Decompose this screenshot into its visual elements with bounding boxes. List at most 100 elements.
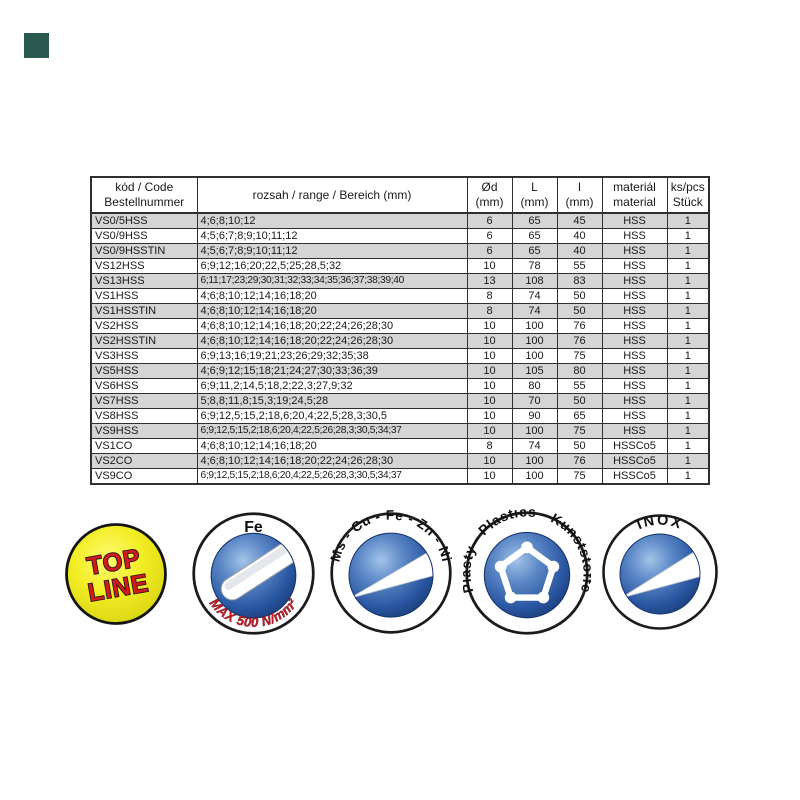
cell-length-L: 100	[511, 333, 558, 349]
cell-length-l: 83	[556, 273, 603, 289]
cell-pcs: 1	[666, 258, 710, 274]
cell-code: VS5HSS	[90, 363, 198, 379]
cell-range: 6;9;12;16;20;22,5;25;28,5;32	[196, 258, 468, 274]
cell-range: 6;9;11,2;14,5;18,2;22,3;27,9;32	[196, 378, 468, 394]
cell-pcs: 1	[666, 333, 710, 349]
col-header-diameter: Ød (mm)	[466, 176, 513, 214]
top-line-text: TOP LINE	[84, 543, 152, 608]
product-table: kód / Code Bestellnummer rozsah / range /…	[90, 176, 710, 485]
cell-pcs: 1	[666, 378, 710, 394]
header-l-line2: (mm)	[565, 195, 594, 209]
cell-length-L: 90	[511, 408, 558, 424]
cell-length-L: 74	[511, 288, 558, 304]
cell-length-l: 50	[556, 303, 603, 319]
cell-range: 6;11;17;23;29;30;31;32;33;34;35;36;37;38…	[196, 273, 468, 289]
cell-material: HSS	[601, 228, 668, 244]
cell-diameter: 8	[466, 288, 513, 304]
header-code-line1: kód / Code	[115, 180, 174, 194]
cell-length-l: 76	[556, 333, 603, 349]
header-pcs-line1: ks/pcs	[670, 180, 705, 194]
cell-material: HSS	[601, 303, 668, 319]
cell-length-l: 65	[556, 408, 603, 424]
cell-pcs: 1	[666, 348, 710, 364]
cell-pcs: 1	[666, 212, 710, 229]
cell-code: VS0/9HSSTIN	[90, 243, 198, 259]
cell-pcs: 1	[666, 423, 710, 439]
cell-code: VS9CO	[90, 468, 198, 485]
header-L-line1: L	[531, 180, 538, 194]
cell-material: HSS	[601, 348, 668, 364]
cell-material: HSS	[601, 408, 668, 424]
table-header-row: kód / Code Bestellnummer rozsah / range /…	[90, 176, 710, 214]
cell-length-l: 50	[556, 438, 603, 454]
cell-code: VS0/9HSS	[90, 228, 198, 244]
cell-diameter: 6	[466, 228, 513, 244]
header-material-line1: materiál	[613, 180, 656, 194]
blade-wedge-icon	[349, 549, 433, 599]
cell-range: 4;6;9;12;15;18;21;24;27;30;33;36;39	[196, 363, 468, 379]
cell-length-l: 76	[556, 318, 603, 334]
cell-diameter: 10	[466, 423, 513, 439]
cell-range: 6;9;13;16;19;21;23;26;29;32;35;38	[196, 348, 468, 364]
col-header-length-l: l (mm)	[556, 176, 603, 214]
cell-range: 4;6;8;10;12;14;16;18;20;22;24;26;28;30	[196, 318, 468, 334]
cell-code: VS2HSS	[90, 318, 198, 334]
cell-material: HSSCo5	[601, 453, 668, 469]
cell-diameter: 6	[466, 212, 513, 229]
cell-pcs: 1	[666, 318, 710, 334]
cell-diameter: 10	[466, 333, 513, 349]
table-row: VS0/9HSSTIN 4;5;6;7;8;9;10;11;12 6 65 40 HSS 1	[90, 243, 710, 259]
table-row: VS0/9HSS 4;5;6;7;8;9;10;11;12 6 65 40 HSS 1	[90, 228, 710, 244]
cell-range: 4;5;6;7;8;9;10;11;12	[196, 243, 468, 259]
cell-range: 6;9;12,5;15,2;18,6;20,4;22,5;26;28,3;30,…	[196, 423, 468, 439]
table-row: VS1HSS 4;6;8;10;12;14;16;18;20 8 74 50 HSS 1	[90, 288, 710, 304]
cell-code: VS2HSSTIN	[90, 333, 198, 349]
cell-code: VS8HSS	[90, 408, 198, 424]
blade-wedge-icon	[620, 549, 700, 599]
cell-material: HSS	[601, 258, 668, 274]
cell-length-L: 105	[511, 363, 558, 379]
cell-length-L: 100	[511, 453, 558, 469]
cell-diameter: 8	[466, 303, 513, 319]
table-row: VS2CO 4;6;8;10;12;14;16;18;20;22;24;26;28…	[90, 453, 710, 469]
cell-pcs: 1	[666, 273, 710, 289]
cell-length-L: 74	[511, 303, 558, 319]
table-row: VS2HSSTIN 4;6;8;10;12;14;16;18;20;22;24;2…	[90, 333, 710, 349]
cell-material: HSS	[601, 423, 668, 439]
cell-material: HSS	[601, 378, 668, 394]
cell-diameter: 6	[466, 243, 513, 259]
fe-label: Fe	[244, 519, 263, 536]
table-row: VS0/5HSS 4;6;8;10;12 6 65 45 HSS 1	[90, 212, 710, 229]
cell-code: VS7HSS	[90, 393, 198, 409]
cell-length-l: 76	[556, 453, 603, 469]
cell-length-L: 100	[511, 423, 558, 439]
header-d-line2: (mm)	[475, 195, 504, 209]
table-row: VS5HSS 4;6;9;12;15;18;21;24;27;30;33;36;3…	[90, 363, 710, 379]
cell-material: HSSCo5	[601, 468, 668, 485]
cell-length-l: 40	[556, 243, 603, 259]
cell-code: VS3HSS	[90, 348, 198, 364]
header-material-line2: material	[613, 195, 656, 209]
cell-length-l: 55	[556, 378, 603, 394]
yellow-ball	[65, 523, 167, 625]
cell-range: 4;6;8;10;12;14;16;18;20;22;24;26;28;30	[196, 333, 468, 349]
table-row: VS9HSS 6;9;12,5;15,2;18,6;20,4;22,5;26;28…	[90, 423, 710, 439]
cell-length-L: 65	[511, 212, 558, 229]
header-L-line2: (mm)	[520, 195, 549, 209]
cell-pcs: 1	[666, 393, 710, 409]
cell-range: 5;8,8;11,8;15,3;19;24,5;28	[196, 393, 468, 409]
header-code-line2: Bestellnummer	[104, 195, 185, 209]
cell-length-L: 65	[511, 228, 558, 244]
cell-pcs: 1	[666, 228, 710, 244]
cell-material: HSS	[601, 363, 668, 379]
cell-length-L: 70	[511, 393, 558, 409]
pentagon-icon	[494, 541, 560, 604]
table-row: VS1CO 4;6;8;10;12;14;16;18;20 8 74 50 HSSCo5 1	[90, 438, 710, 454]
cell-pcs: 1	[666, 408, 710, 424]
cell-length-l: 75	[556, 468, 603, 485]
fe-badge: Fe MAX 500 N/mm²	[192, 512, 315, 635]
table-row: VS7HSS 5;8,8;11,8;15,3;19;24,5;28 10 70 50 HS…	[90, 393, 710, 409]
cell-diameter: 10	[466, 468, 513, 485]
cell-material: HSS	[601, 243, 668, 259]
cell-code: VS6HSS	[90, 378, 198, 394]
